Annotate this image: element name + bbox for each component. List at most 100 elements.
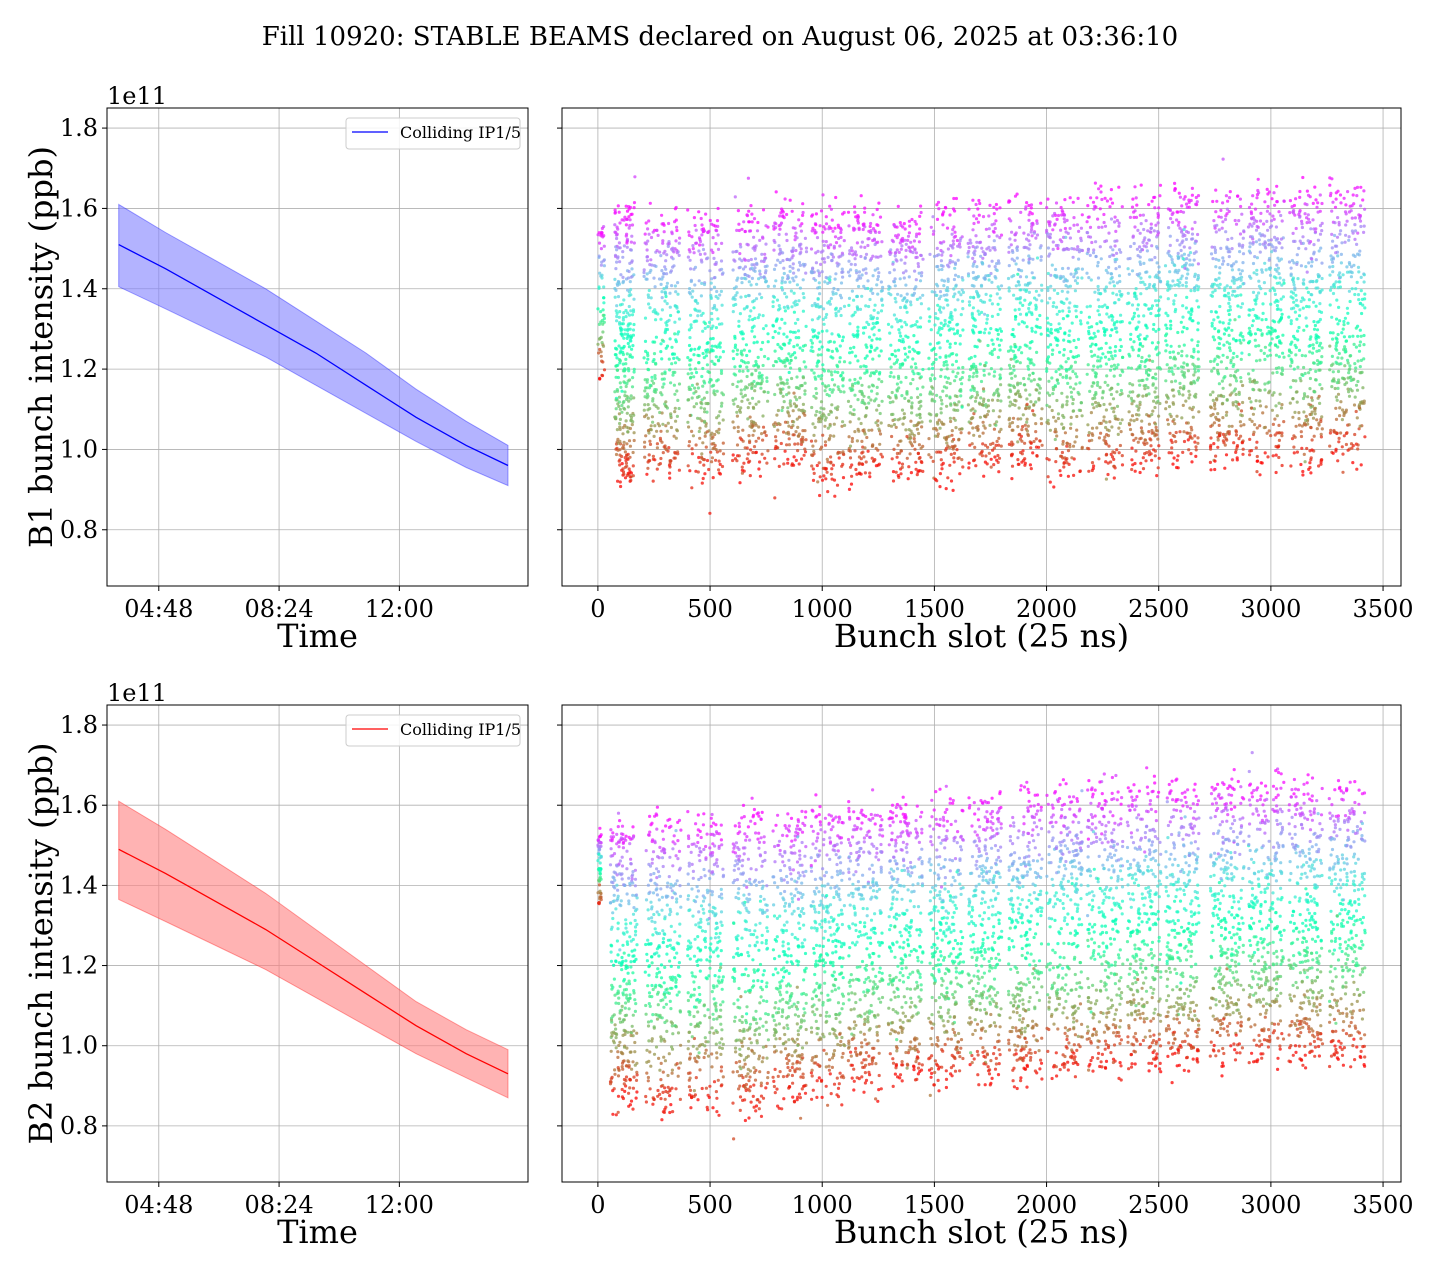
bunch-point [879,280,884,284]
bunch-point [690,396,694,400]
bunch-point [1113,349,1117,353]
bunch-point [650,263,654,267]
bunch-point [1175,465,1179,470]
bunch-point [1102,402,1106,407]
bunch-point [776,258,780,262]
bunch-point [1116,382,1120,386]
bunch-point [1039,422,1044,426]
bunch-point [1154,386,1158,390]
bunch-point [1144,219,1148,223]
bunch-point [789,425,794,430]
bunch-point [837,309,841,313]
bunch-point [1104,425,1108,430]
bunch-point [1176,351,1180,355]
bunch-point [1027,218,1031,222]
bunch-point [1224,194,1228,198]
bunch-point [628,322,632,326]
bunch-point [1071,409,1076,413]
bunch-point [743,272,747,277]
bunch-point [867,335,872,339]
bunch-point [740,281,744,285]
bunch-point [757,425,761,429]
bunch-point [1090,240,1094,245]
bunch-point [803,381,807,385]
bunch-point [1096,264,1100,268]
bunch-point [1170,258,1174,262]
bunch-point [677,468,682,472]
bunch-point [1105,305,1110,309]
bunch-point [659,317,663,321]
bunch-point [971,306,976,310]
bunch-point [625,425,629,429]
bunch-point [818,493,822,498]
bunch-point [1144,459,1148,463]
bunch-point [1130,446,1134,450]
bunch-point [979,379,984,384]
bunch-point [907,275,911,279]
bunch-point [888,357,892,361]
bunch-point [957,242,962,246]
bunch-point [1096,217,1100,221]
bunch-point [841,270,845,274]
bunch-point [774,279,778,283]
bunch-point [1130,345,1134,349]
bunch-point [828,434,833,438]
bunch-point [627,313,632,317]
bunch-point [622,218,626,222]
bunch-point [779,390,783,394]
bunch-point [1157,414,1161,418]
bunch-point [946,324,950,328]
bunch-point [720,401,724,405]
bunch-point [1182,325,1186,329]
bunch-point [949,254,953,258]
bunch-point [1027,290,1031,294]
bunch-point [824,222,829,226]
bunch-point [742,348,746,352]
bunch-point [1175,414,1179,418]
bunch-point [710,248,714,252]
bunch-point [792,391,796,395]
bunch-point [942,360,946,365]
bunch-point [1020,460,1024,464]
bunch-point [632,431,636,435]
bunch-point [874,369,878,373]
bunch-point [1129,418,1133,422]
bunch-point [956,371,960,375]
bunch-point [675,225,679,229]
bunch-point [1017,283,1021,287]
bunch-point [853,381,857,385]
bunch-point [932,360,936,365]
bunch-point [650,375,654,379]
bunch-point [913,248,917,252]
bunch-point [1048,428,1052,432]
bunch-point [1181,283,1185,287]
bunch-point [690,447,694,451]
bunch-point [1097,305,1101,309]
bunch-point [1178,195,1182,199]
bunch-point [1061,426,1065,431]
bunch-point [1118,289,1122,293]
bunch-point [1007,363,1012,367]
bunch-point [1011,250,1015,254]
bunch-point [647,453,651,457]
bunch-point [848,378,852,382]
bunch-point [1029,400,1033,404]
bunch-point [753,266,757,270]
bunch-point [710,277,714,281]
bunch-point [840,339,845,343]
bunch-point [659,254,663,258]
bunch-point [889,371,893,375]
bunch-point [651,420,655,424]
bunch-point [834,406,838,410]
bunch-point [1174,293,1178,297]
bunch-point [1109,452,1113,456]
bunch-point [763,252,767,256]
bunch-point [994,423,998,427]
bunch-point [783,420,788,424]
bunch-point [1066,474,1070,478]
bunch-point [1012,364,1016,368]
bunch-point [1035,298,1039,302]
bunch-point [896,443,900,447]
bunch-point [1119,313,1123,317]
bunch-point [652,276,656,280]
